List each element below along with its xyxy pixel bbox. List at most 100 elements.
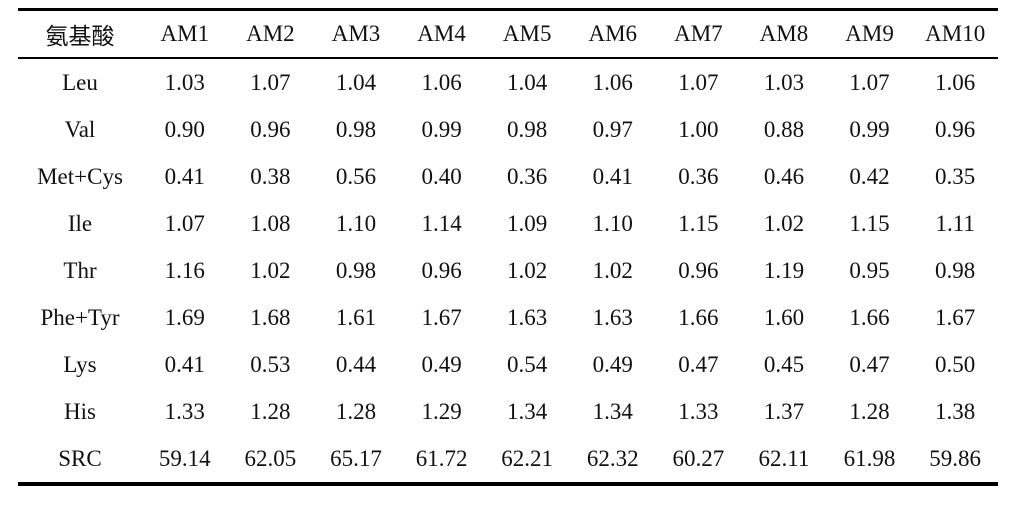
value-cell: 1.16: [164, 257, 205, 283]
row-label: Lys: [63, 351, 97, 377]
value-cell: 1.33: [164, 398, 205, 424]
value-cell: 1.02: [763, 210, 805, 236]
value-cell: 0.98: [935, 257, 976, 283]
value-cell: 1.69: [164, 304, 205, 330]
value-cell: 0.36: [507, 163, 548, 189]
value-cell: 1.68: [250, 304, 291, 330]
value-cell: 1.29: [421, 398, 462, 424]
value-cell: 0.99: [849, 116, 890, 142]
header-cell: AM6: [588, 21, 638, 46]
row-label: Phe+Tyr: [40, 304, 120, 330]
value-cell: 1.04: [507, 69, 548, 95]
table-row: SRC 59.14 62.05 65.17 61.72 62.21 62.32 60.27 62…: [18, 435, 998, 484]
value-cell: 1.28: [250, 398, 291, 424]
value-cell: 62.21: [501, 445, 554, 471]
data-table: 氨基酸 AM1 AM2 AM3 AM4 AM5 AM6 AM7 AM8 AM9 AM10 Leu 1.…: [18, 8, 998, 486]
table-row: Ile 1.07 1.08 1.10 1.14 1.09 1.10 1.15 1.02 1.15 1…: [18, 200, 998, 247]
value-cell: 0.40: [421, 163, 462, 189]
value-cell: 1.34: [507, 398, 548, 424]
value-cell: 1.00: [678, 116, 719, 142]
row-label: SRC: [58, 445, 102, 471]
row-label: Met+Cys: [37, 163, 123, 189]
value-cell: 1.38: [935, 398, 976, 424]
header-row: 氨基酸 AM1 AM2 AM3 AM4 AM5 AM6 AM7 AM8 AM9 AM10: [18, 9, 998, 58]
value-cell: 0.38: [250, 163, 291, 189]
value-cell: 1.02: [250, 257, 291, 283]
value-cell: 0.90: [164, 116, 205, 142]
value-cell: 0.95: [849, 257, 890, 283]
value-cell: 1.15: [678, 210, 719, 236]
value-cell: 1.10: [592, 210, 633, 236]
row-label: Thr: [63, 257, 97, 283]
value-cell: 0.96: [250, 116, 291, 142]
value-cell: 1.06: [935, 69, 976, 95]
value-cell: 0.97: [592, 116, 633, 142]
value-cell: 0.35: [935, 163, 976, 189]
value-cell: 0.98: [507, 116, 548, 142]
header-cell: AM10: [925, 21, 986, 46]
value-cell: 1.37: [763, 398, 805, 424]
table-row: Met+Cys 0.41 0.38 0.56 0.40 0.36 0.41 0.36 0.46 0…: [18, 153, 998, 200]
value-cell: 62.11: [758, 445, 810, 471]
value-cell: 1.66: [849, 304, 890, 330]
table-body: Leu 1.03 1.07 1.04 1.06 1.04 1.06 1.07 1.03 1.07 1…: [18, 58, 998, 484]
value-cell: 0.96: [421, 257, 462, 283]
value-cell: 1.34: [592, 398, 633, 424]
table-row: Phe+Tyr 1.69 1.68 1.61 1.67 1.63 1.63 1.66 1.60 1…: [18, 294, 998, 341]
value-cell: 61.98: [843, 445, 896, 471]
value-cell: 1.28: [849, 398, 890, 424]
value-cell: 61.72: [415, 445, 468, 471]
value-cell: 59.86: [929, 445, 982, 471]
value-cell: 1.07: [849, 69, 890, 95]
value-cell: 65.17: [330, 445, 382, 471]
value-cell: 62.32: [586, 445, 639, 471]
table-row: Val 0.90 0.96 0.98 0.99 0.98 0.97 1.00 0.88 0.99 0…: [18, 106, 998, 153]
value-cell: 62.05: [244, 445, 297, 471]
value-cell: 1.15: [849, 210, 890, 236]
header-cell: AM4: [417, 21, 466, 46]
header-cell: AM3: [331, 21, 381, 46]
table-wrap: 氨基酸 AM1 AM2 AM3 AM4 AM5 AM6 AM7 AM8 AM9 AM10 Leu 1.…: [18, 8, 998, 486]
header-cell: AM8: [759, 21, 809, 46]
value-cell: 1.02: [592, 257, 633, 283]
value-cell: 0.50: [935, 351, 976, 377]
value-cell: 1.33: [678, 398, 719, 424]
value-cell: 0.49: [421, 351, 462, 377]
header-cell: AM5: [502, 21, 552, 46]
value-cell: 1.66: [678, 304, 719, 330]
value-cell: 0.53: [250, 351, 291, 377]
value-cell: 0.45: [763, 351, 805, 377]
value-cell: 1.08: [250, 210, 291, 236]
table-row: Thr 1.16 1.02 0.98 0.96 1.02 1.02 0.96 1.19 0.95 0…: [18, 247, 998, 294]
value-cell: 60.27: [672, 445, 725, 471]
value-cell: 1.09: [507, 210, 548, 236]
row-label: His: [64, 398, 96, 424]
value-cell: 0.49: [592, 351, 633, 377]
value-cell: 0.54: [507, 351, 548, 377]
value-cell: 1.11: [935, 210, 975, 236]
value-cell: 1.07: [678, 69, 719, 95]
value-cell: 1.03: [763, 69, 805, 95]
value-cell: 59.14: [158, 445, 211, 471]
header-cell: AM2: [246, 21, 295, 46]
value-cell: 1.02: [507, 257, 548, 283]
value-cell: 1.04: [335, 69, 377, 95]
value-cell: 1.10: [335, 210, 377, 236]
value-cell: 0.42: [849, 163, 890, 189]
value-cell: 1.06: [421, 69, 462, 95]
row-label: Leu: [62, 69, 98, 95]
value-cell: 1.03: [164, 69, 205, 95]
value-cell: 1.67: [935, 304, 976, 330]
value-cell: 1.63: [507, 304, 548, 330]
table-row: Leu 1.03 1.07 1.04 1.06 1.04 1.06 1.07 1.03 1.07 1…: [18, 58, 998, 106]
header-cell: AM9: [845, 21, 894, 46]
value-cell: 0.47: [678, 351, 719, 377]
value-cell: 0.98: [335, 257, 377, 283]
value-cell: 0.96: [678, 257, 719, 283]
header-cell: AM7: [674, 21, 723, 46]
value-cell: 1.28: [335, 398, 377, 424]
table-row: Lys 0.41 0.53 0.44 0.49 0.54 0.49 0.47 0.45 0.47 0…: [18, 341, 998, 388]
value-cell: 1.07: [250, 69, 291, 95]
value-cell: 0.98: [335, 116, 377, 142]
